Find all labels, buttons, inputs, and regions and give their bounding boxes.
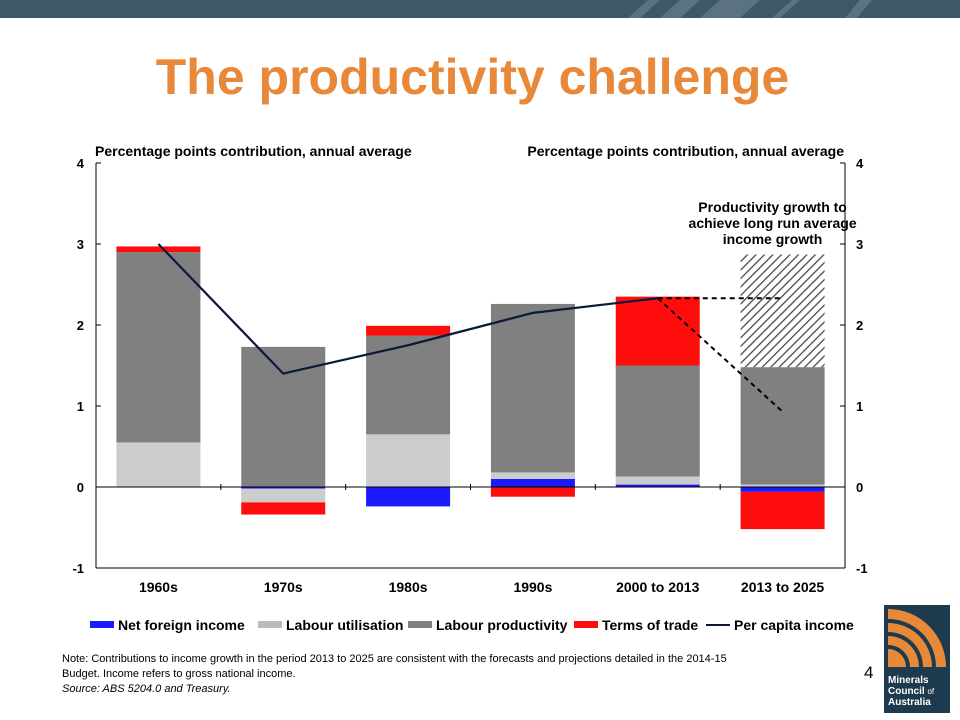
x-tick-label: 1990s <box>513 579 552 595</box>
logo-of: of <box>927 687 935 696</box>
y-tick-label-right: 0 <box>856 480 863 495</box>
bar-labour-utilisation <box>490 472 575 479</box>
logo-arcs-icon <box>888 609 946 667</box>
y-tick-label-right: 3 <box>856 237 863 252</box>
bar-terms-of-trade <box>615 296 700 366</box>
y-tick-label-left: 2 <box>77 318 84 333</box>
legend-swatch <box>408 621 432 628</box>
bar-terms-of-trade <box>116 246 201 253</box>
y-tick-label-left: 4 <box>77 156 85 171</box>
bar-terms-of-trade <box>366 325 451 336</box>
bar-labour-productivity <box>490 303 575 473</box>
bar-terms-of-trade <box>490 487 575 497</box>
annotation-line: Productivity growth to <box>698 199 847 215</box>
bar-terms-of-trade <box>241 502 326 515</box>
legend-label: Net foreign income <box>118 617 245 633</box>
banner-stripes <box>628 0 872 18</box>
y-tick-label-right: 1 <box>856 399 863 414</box>
annotation-line: achieve long run average <box>689 215 857 231</box>
slide-title: The productivity challenge <box>155 49 790 105</box>
bar-net-foreign-income <box>490 478 575 487</box>
bar-labour-utilisation <box>366 434 451 487</box>
bar-net-foreign-income <box>241 487 326 489</box>
bar-labour-productivity <box>615 365 700 477</box>
x-tick-label: 1980s <box>389 579 428 595</box>
annotation-line: income growth <box>723 231 823 247</box>
y-tick-label-left: 0 <box>77 480 84 495</box>
bar-labour-productivity <box>740 367 825 485</box>
page-number: 4 <box>864 663 874 682</box>
legend-swatch <box>574 621 598 628</box>
y-tick-label-right: 2 <box>856 318 863 333</box>
line-per-capita-income <box>157 243 658 375</box>
y-tick-label-right: 4 <box>856 156 864 171</box>
y-axis-title-right: Percentage points contribution, annual a… <box>527 143 844 159</box>
legend-label: Terms of trade <box>602 617 698 633</box>
chart-note: Note: Contributions to income growth in … <box>62 652 862 697</box>
bar-labour-utilisation <box>241 488 326 503</box>
bar-net-foreign-income <box>615 484 700 487</box>
bar-labour-productivity <box>116 252 201 443</box>
y-tick-label-right: -1 <box>856 561 868 576</box>
y-tick-label-left: 3 <box>77 237 84 252</box>
top-banner <box>0 0 960 18</box>
legend-swatch <box>258 621 282 628</box>
bar-terms-of-trade <box>740 491 825 530</box>
legend-label: Per capita income <box>734 617 854 633</box>
x-tick-label: 1960s <box>139 579 178 595</box>
logo-line-3: Australia <box>888 697 931 708</box>
minerals-council-logo: Minerals Council of Australia <box>884 605 950 713</box>
legend-label: Labour productivity <box>436 617 568 633</box>
logo-text: Minerals Council of Australia <box>888 675 934 708</box>
note-line-2: Budget. Income refers to gross national … <box>62 668 296 680</box>
logo-line-1: Minerals <box>888 675 929 686</box>
bar-labour-utilisation <box>116 442 201 487</box>
note-source: Source: ABS 5204.0 and Treasury. <box>62 683 231 695</box>
x-tick-label: 2013 to 2025 <box>741 579 824 595</box>
line-per-capita-income-projection <box>657 297 784 413</box>
bar-labour-utilisation <box>615 476 700 485</box>
x-tick-label: 2000 to 2013 <box>616 579 699 595</box>
legend-label: Labour utilisation <box>286 617 403 633</box>
legend-swatch <box>90 621 114 628</box>
note-line-1: Note: Contributions to income growth in … <box>62 653 727 665</box>
bar-net-foreign-income <box>366 487 451 507</box>
chart: -1 -1 0 0 1 1 2 2 3 3 4 4 Percentage points contribu… <box>72 143 868 633</box>
x-tick-label: 1970s <box>264 579 303 595</box>
bar-labour-productivity <box>241 346 326 487</box>
bar-hatched-productivity-target <box>740 254 825 368</box>
bar-labour-productivity <box>366 335 451 435</box>
y-tick-label-left: -1 <box>72 561 84 576</box>
bar-labour-utilisation <box>740 484 825 487</box>
y-tick-label-left: 1 <box>77 399 84 414</box>
logo-line-2: Council <box>888 686 925 697</box>
bar-net-foreign-income <box>740 487 825 492</box>
y-axis-title-left: Percentage points contribution, annual a… <box>95 143 412 159</box>
